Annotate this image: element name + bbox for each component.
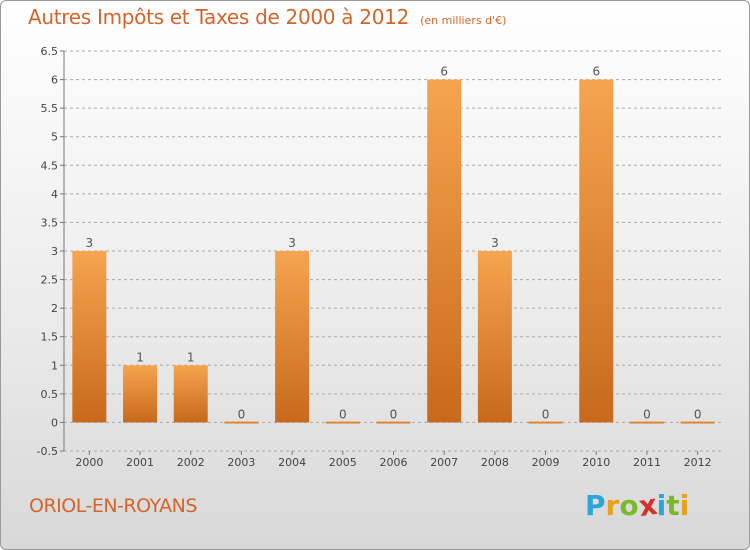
chart-unit-text: (en milliers d'€) (420, 14, 507, 27)
y-tick-label: -0.5 (37, 445, 58, 458)
data-label: 3 (86, 236, 94, 250)
logo-letter: r (605, 489, 620, 522)
bar-2000 (72, 251, 107, 423)
x-tick-label: 2004 (278, 456, 306, 469)
bar-2009 (528, 421, 563, 424)
x-tick-label: 2001 (126, 456, 154, 469)
x-tick-label: 2003 (227, 456, 255, 469)
y-tick-label: 6 (51, 74, 58, 87)
chart-title: Autres Impôts et Taxes de 2000 à 2012 (e… (28, 5, 506, 29)
data-label: 0 (238, 407, 246, 421)
y-tick-label: 0.5 (41, 388, 59, 401)
gridlines (64, 50, 723, 452)
data-label: 0 (339, 407, 347, 421)
y-tick-label: 3 (51, 245, 58, 258)
x-tick-label: 2000 (75, 456, 103, 469)
y-tick-label: 4 (51, 188, 58, 201)
logo-letter: t (666, 489, 680, 522)
logo-letter: o (619, 489, 639, 522)
x-tick-label: 2002 (177, 456, 205, 469)
data-label: 0 (542, 407, 550, 421)
data-label: 3 (288, 236, 296, 250)
x-tick-label: 2010 (582, 456, 610, 469)
data-label: 1 (136, 350, 144, 364)
y-tick-label: 3.5 (41, 216, 59, 229)
y-tick-label: 5 (51, 131, 58, 144)
x-tick-label: 2011 (633, 456, 661, 469)
chart-title-text: Autres Impôts et Taxes de 2000 à 2012 (28, 5, 409, 29)
y-tick-label: 4.5 (41, 159, 59, 172)
bar-2011 (629, 421, 664, 424)
logo-letter: x (636, 487, 659, 524)
commune-name: ORIOL-EN-ROYANS (29, 495, 197, 517)
data-label: 6 (440, 65, 448, 79)
bar-2008 (477, 251, 512, 423)
data-label: 6 (592, 65, 600, 79)
x-tick-label: 2007 (430, 456, 458, 469)
y-tick-label: 1.5 (41, 331, 59, 344)
x-tick-label: 2012 (684, 456, 712, 469)
proxiti-logo: Proxiti (585, 487, 690, 524)
y-tick-label: 6.5 (41, 45, 59, 58)
data-label: 0 (390, 407, 398, 421)
data-label: 0 (643, 407, 651, 421)
y-tick-label: 1 (51, 359, 58, 372)
bar-2003 (224, 421, 259, 424)
y-tick-label: 2 (51, 302, 58, 315)
bars (72, 79, 715, 424)
x-tick-label: 2008 (481, 456, 509, 469)
bar-2004 (275, 251, 310, 423)
y-tick-label: 2.5 (41, 274, 59, 287)
bar-2012 (680, 421, 715, 424)
y-tick-label: 0 (51, 416, 58, 429)
x-tick-label: 2006 (380, 456, 408, 469)
logo-letter: i (656, 489, 667, 522)
bar-2002 (173, 365, 208, 423)
data-label: 0 (694, 407, 702, 421)
y-tick-label: 5.5 (41, 102, 59, 115)
bar-2001 (123, 365, 158, 423)
bar-2010 (579, 79, 614, 423)
logo-letter: P (585, 489, 606, 522)
data-labels: 3 1 1 0 3 0 0 6 3 0 6 0 0 (86, 65, 702, 422)
x-tick-label: 2009 (532, 456, 560, 469)
logo-letter: i (679, 489, 690, 522)
bar-2006 (376, 421, 411, 424)
data-label: 3 (491, 236, 499, 250)
axes: -0.5 0 0.5 1 1.5 2 2.5 3 3.5 4 4.5 5 5.5 6 6.5 2000 2001… (37, 45, 712, 469)
data-label: 1 (187, 350, 195, 364)
bar-2007 (427, 79, 462, 423)
bar-2005 (325, 421, 360, 424)
x-tick-label: 2005 (329, 456, 357, 469)
